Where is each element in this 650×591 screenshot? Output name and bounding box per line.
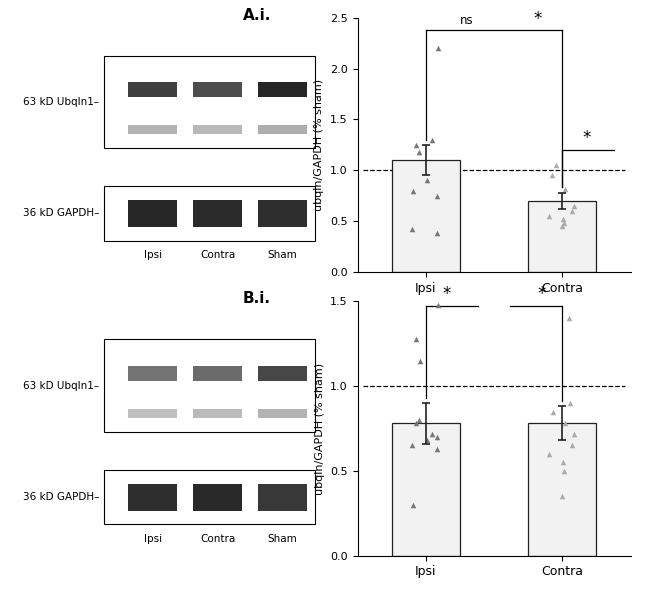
- Point: [558, 218, 569, 228]
- Point: [414, 415, 424, 425]
- Bar: [129, 200, 177, 227]
- Point: [558, 466, 569, 476]
- Point: [411, 140, 421, 150]
- Bar: [194, 483, 242, 511]
- Point: [427, 429, 437, 439]
- Point: [569, 201, 580, 210]
- Bar: [129, 483, 177, 511]
- Text: A.i.: A.i.: [243, 8, 271, 22]
- Point: [432, 432, 443, 441]
- Bar: [129, 82, 177, 98]
- Bar: [259, 125, 307, 134]
- Point: [427, 135, 437, 144]
- Point: [560, 184, 570, 193]
- Point: [433, 44, 443, 53]
- Point: [564, 398, 575, 408]
- Point: [556, 492, 567, 501]
- Point: [432, 191, 442, 200]
- Point: [414, 147, 424, 157]
- Bar: [259, 366, 307, 381]
- Point: [543, 211, 554, 220]
- Point: [558, 457, 568, 467]
- Point: [433, 300, 443, 310]
- Point: [543, 449, 554, 459]
- Bar: [194, 82, 242, 98]
- Bar: [194, 200, 242, 227]
- Point: [569, 429, 580, 439]
- Point: [411, 418, 421, 428]
- Text: Contra: Contra: [200, 250, 235, 260]
- Bar: [129, 125, 177, 134]
- Text: Sham: Sham: [268, 250, 298, 260]
- Bar: [129, 408, 177, 418]
- Bar: [194, 408, 242, 418]
- Point: [411, 334, 421, 343]
- Text: 63 kD Ubqln1–: 63 kD Ubqln1–: [23, 97, 99, 107]
- Point: [432, 229, 443, 238]
- Bar: [391, 423, 460, 556]
- Bar: [104, 56, 315, 148]
- Text: 36 kD GAPDH–: 36 kD GAPDH–: [23, 492, 99, 502]
- Point: [421, 436, 432, 445]
- Point: [415, 356, 425, 365]
- Bar: [259, 82, 307, 98]
- Text: 36 kD GAPDH–: 36 kD GAPDH–: [23, 209, 99, 219]
- Point: [408, 441, 418, 450]
- Text: Contra: Contra: [200, 534, 235, 544]
- Point: [564, 314, 575, 323]
- Bar: [104, 186, 315, 241]
- Point: [548, 407, 558, 416]
- Bar: [194, 366, 242, 381]
- Text: *: *: [538, 285, 546, 303]
- Point: [556, 222, 567, 231]
- Text: Sham: Sham: [268, 534, 298, 544]
- Point: [551, 160, 562, 170]
- Bar: [259, 408, 307, 418]
- Text: B.i.: B.i.: [243, 291, 271, 306]
- Text: Ipsi: Ipsi: [144, 250, 162, 260]
- Point: [408, 225, 418, 234]
- Point: [560, 418, 570, 428]
- Bar: [391, 160, 460, 272]
- Text: *: *: [442, 285, 450, 303]
- Bar: [129, 366, 177, 381]
- Point: [408, 186, 418, 195]
- Bar: [259, 200, 307, 227]
- Point: [421, 176, 432, 185]
- Bar: [104, 339, 315, 432]
- Bar: [194, 125, 242, 134]
- Y-axis label: ubqln/GAPDH (% sham): ubqln/GAPDH (% sham): [315, 79, 324, 211]
- Y-axis label: ubqln/GAPDH (% sham): ubqln/GAPDH (% sham): [315, 362, 324, 495]
- Point: [558, 215, 568, 224]
- Bar: [259, 483, 307, 511]
- Point: [547, 171, 558, 180]
- Text: 63 kD Ubqln1–: 63 kD Ubqln1–: [23, 381, 99, 391]
- Text: ns: ns: [460, 14, 473, 27]
- Bar: [104, 470, 315, 524]
- Text: Ipsi: Ipsi: [144, 534, 162, 544]
- Bar: [528, 423, 597, 556]
- Point: [567, 206, 577, 216]
- Text: *: *: [582, 129, 591, 147]
- Text: *: *: [534, 10, 542, 28]
- Point: [408, 500, 418, 509]
- Bar: [528, 201, 597, 272]
- Point: [432, 444, 442, 453]
- Point: [567, 441, 577, 450]
